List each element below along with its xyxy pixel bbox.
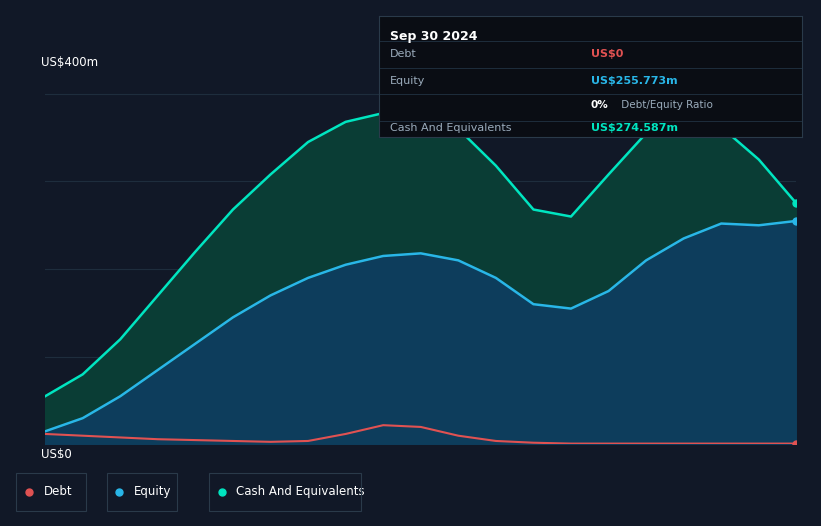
Text: 2023: 2023 bbox=[342, 463, 372, 476]
Text: Cash And Equivalents: Cash And Equivalents bbox=[390, 123, 511, 133]
Text: Debt/Equity Ratio: Debt/Equity Ratio bbox=[618, 100, 713, 110]
Text: US$400m: US$400m bbox=[41, 56, 99, 69]
Text: Equity: Equity bbox=[134, 485, 172, 498]
Text: US$0: US$0 bbox=[591, 49, 623, 59]
Text: 2022: 2022 bbox=[45, 463, 75, 476]
Text: Equity: Equity bbox=[390, 76, 425, 86]
Text: Debt: Debt bbox=[390, 49, 416, 59]
Text: 2024: 2024 bbox=[579, 463, 608, 476]
Text: US$0: US$0 bbox=[41, 448, 72, 461]
Text: Sep 30 2024: Sep 30 2024 bbox=[390, 31, 477, 43]
Text: Cash And Equivalents: Cash And Equivalents bbox=[236, 485, 365, 498]
Text: US$255.773m: US$255.773m bbox=[591, 76, 677, 86]
Text: US$274.587m: US$274.587m bbox=[591, 123, 677, 133]
Text: 0%: 0% bbox=[591, 100, 608, 110]
Text: Debt: Debt bbox=[44, 485, 72, 498]
